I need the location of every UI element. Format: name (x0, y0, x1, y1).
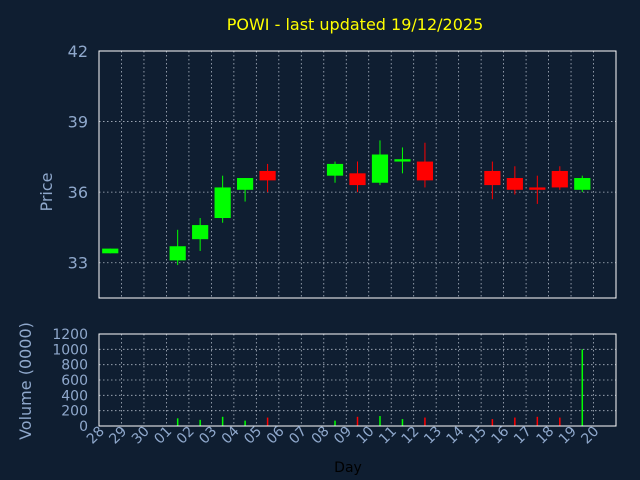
candle-body-down (551, 170, 568, 188)
volume-bar (199, 419, 201, 426)
candle-body-up (237, 178, 254, 190)
candle (102, 248, 119, 254)
candle (169, 229, 186, 266)
volume-bar (559, 417, 561, 426)
x-tick-label: 07 (286, 424, 310, 448)
candle (259, 163, 276, 193)
candle-body-down (259, 170, 276, 181)
candle (551, 166, 568, 190)
candle (416, 142, 434, 188)
x-tick-label: 13 (421, 424, 445, 448)
volume-tick-label: 200 (61, 404, 88, 420)
x-tick-label: 16 (489, 423, 513, 447)
candle (371, 140, 389, 186)
x-tick-label: 17 (511, 424, 535, 448)
candle-body-up (102, 248, 119, 254)
price-tick-label: 39 (68, 113, 88, 132)
volume-panel: 0200400600800100012002829300102030405060… (52, 327, 617, 448)
candle (394, 147, 411, 174)
x-tick-label: 15 (466, 424, 490, 448)
candle-body-down (349, 173, 366, 186)
volume-bar (581, 349, 584, 426)
x-tick-label: 14 (444, 423, 468, 447)
x-tick-label: 06 (264, 423, 288, 447)
x-tick-label: 19 (556, 424, 580, 448)
volume-bar (379, 416, 381, 426)
candle (326, 161, 344, 183)
price-panel: 33 36 39 42 (68, 42, 617, 299)
volume-bar (424, 417, 426, 426)
volume-bar (514, 417, 516, 426)
price-tick-label: 42 (68, 42, 88, 61)
volume-bar (334, 420, 336, 426)
candle-body-down (529, 187, 546, 190)
candle-body-up (169, 246, 186, 261)
candle (484, 161, 501, 200)
candle (349, 161, 366, 193)
volume-bar (176, 418, 179, 426)
candle-body-up (394, 159, 411, 162)
volume-bar (491, 419, 494, 426)
candle (214, 175, 231, 223)
x-tick-label: 10 (354, 424, 378, 448)
volume-bar (356, 416, 359, 426)
x-tick-label: 09 (331, 424, 355, 448)
x-tick-label: 01 (151, 424, 175, 448)
candle (237, 178, 254, 202)
candle-body-down (506, 178, 523, 190)
candle-body-up (214, 187, 231, 219)
volume-plot-frame (98, 333, 617, 427)
x-tick-label: 30 (129, 424, 153, 448)
candle-body-up (326, 163, 344, 176)
x-tick-label: 08 (309, 424, 333, 448)
volume-tick-label: 800 (61, 358, 88, 374)
candle-body-up (371, 154, 389, 183)
volume-bar (536, 416, 539, 426)
candle-body-up (192, 225, 209, 240)
x-tick-label: 20 (578, 424, 602, 448)
volume-tick-label: 0 (79, 419, 88, 435)
volume-axis-label: Volume (0000) (16, 322, 35, 440)
x-tick-label: 05 (241, 424, 265, 448)
x-axis-label: Day (334, 460, 362, 476)
candle (506, 166, 523, 195)
volume-tick-label: 1000 (52, 342, 88, 358)
x-tick-label: 18 (533, 424, 557, 448)
volume-tick-label: 400 (61, 388, 88, 404)
volume-bar (401, 419, 404, 426)
price-tick-label: 33 (68, 254, 88, 273)
x-tick-label: 03 (196, 424, 220, 448)
candle (529, 175, 546, 204)
candle (192, 218, 209, 251)
volume-tick-label: 600 (61, 373, 88, 389)
x-tick-label: 12 (399, 424, 423, 448)
chart-title: POWI - last updated 19/12/2025 (227, 15, 484, 34)
x-tick-label: 02 (174, 424, 198, 448)
x-tick-label: 04 (219, 423, 243, 447)
volume-bar (266, 417, 269, 426)
candle-body-down (416, 161, 434, 181)
candle (574, 175, 591, 193)
price-tick-label: 36 (68, 183, 88, 202)
x-tick-label: 29 (106, 424, 130, 448)
price-plot-frame (98, 50, 617, 299)
volume-bar (221, 416, 224, 426)
candle-body-down (484, 170, 501, 186)
volume-bar (244, 420, 246, 426)
x-tick-label: 11 (376, 424, 400, 448)
volume-tick-label: 1200 (52, 327, 88, 343)
price-axis-label: Price (37, 172, 56, 211)
candle-body-up (574, 178, 591, 190)
